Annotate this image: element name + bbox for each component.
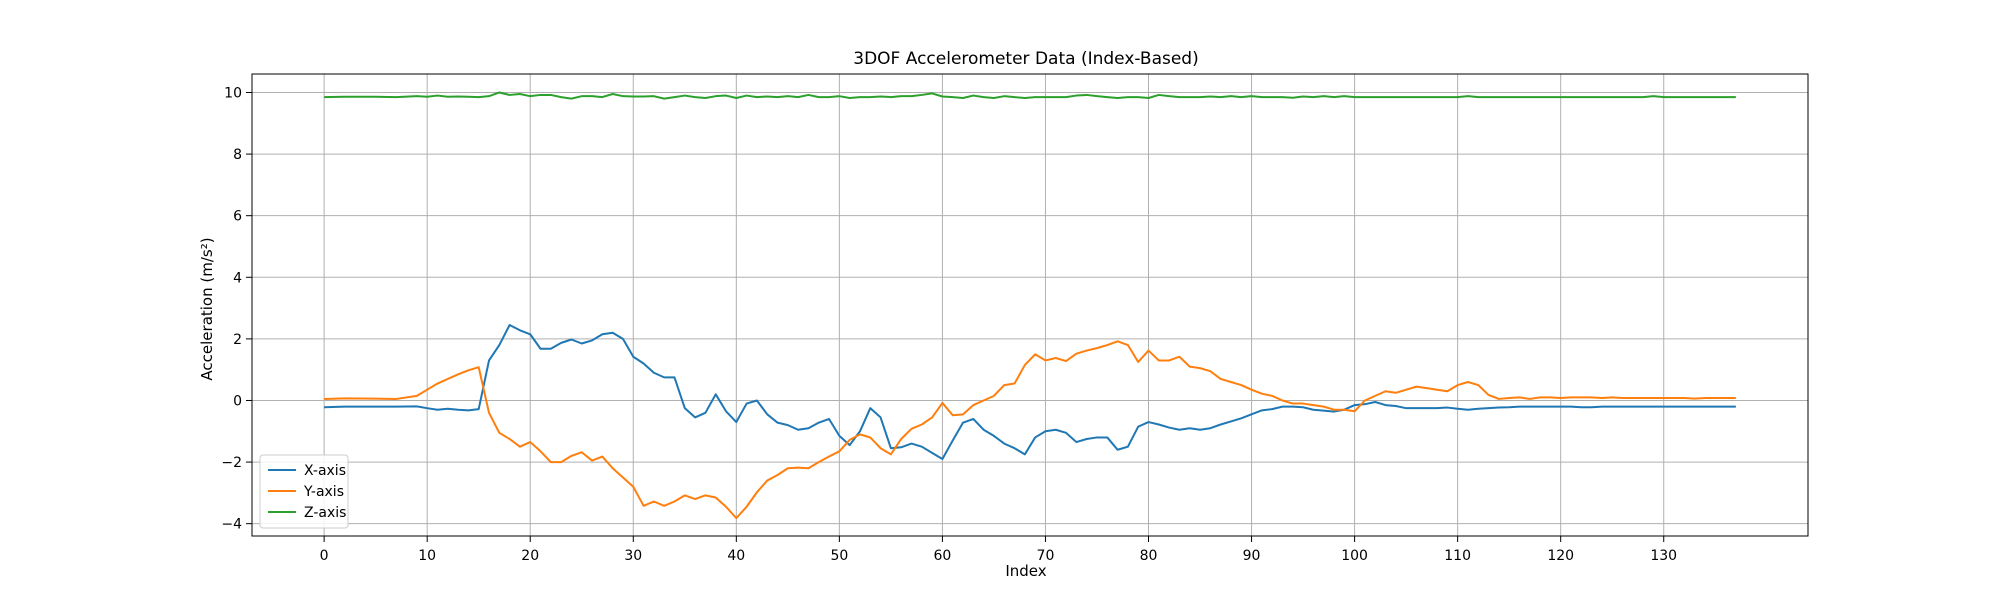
x-axis-title: Index	[1005, 562, 1046, 580]
y-tick-label: 10	[224, 85, 242, 101]
legend-label-z-axis: Z-axis	[304, 505, 346, 521]
series-lines	[324, 91, 1736, 520]
y-tick-label: 6	[233, 209, 242, 225]
series-line-x-axis	[324, 324, 1736, 460]
x-tick-label: 70	[1037, 548, 1055, 564]
x-tick-label: 110	[1444, 548, 1471, 564]
x-tick-label: 20	[521, 548, 539, 564]
series-line-z-axis	[324, 91, 1736, 100]
axis-ticks: 0 10 20 30 40 50 60 70 80 90 100 110 120 130 −4 −2 0 2 4 6 8…	[221, 85, 1677, 564]
y-tick-label: 4	[233, 270, 242, 286]
y-tick-label: 2	[233, 332, 242, 348]
x-tick-label: 50	[830, 548, 848, 564]
y-tick-label: 0	[233, 393, 242, 409]
x-tick-label: 40	[727, 548, 745, 564]
x-tick-label: 0	[320, 548, 329, 564]
x-tick-label: 80	[1140, 548, 1158, 564]
plot-area-frame	[251, 73, 1809, 537]
x-tick-label: 60	[933, 548, 951, 564]
x-tick-label: 90	[1243, 548, 1261, 564]
legend-label-y-axis: Y-axis	[303, 484, 344, 500]
chart-title: 3DOF Accelerometer Data (Index-Based)	[853, 49, 1198, 69]
legend-label-x-axis: X-axis	[304, 463, 346, 479]
x-tick-label: 100	[1341, 548, 1368, 564]
x-tick-label: 30	[624, 548, 642, 564]
grid-lines	[252, 74, 1808, 536]
y-axis-title: Acceleration (m/s²)	[198, 237, 216, 380]
y-tick-label: −4	[221, 517, 242, 533]
legend: X-axis Y-axis Z-axis	[259, 454, 349, 529]
x-tick-label: 120	[1547, 548, 1574, 564]
series-line-y-axis	[324, 340, 1736, 520]
x-tick-label: 10	[418, 548, 436, 564]
legend-box	[259, 454, 349, 529]
x-tick-label: 130	[1650, 548, 1677, 564]
y-tick-label: 8	[233, 147, 242, 163]
y-tick-label: −2	[221, 455, 242, 471]
